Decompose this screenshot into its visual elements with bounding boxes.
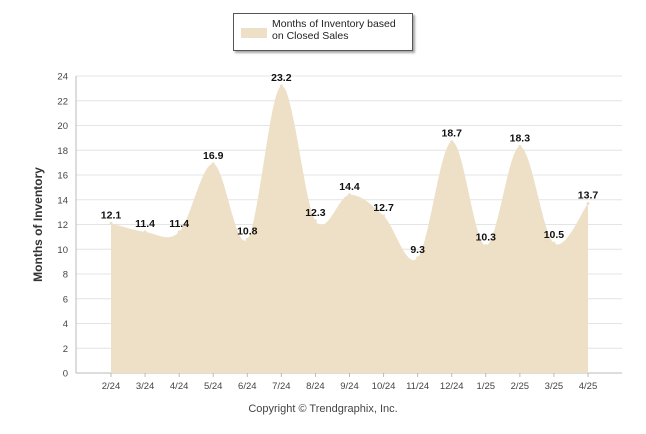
data-point: [279, 84, 283, 88]
x-tick-label: 3/25: [545, 381, 564, 392]
x-tick-label: 5/24: [204, 381, 223, 392]
x-tick-label: 2/25: [511, 381, 530, 392]
data-label: 11.4: [135, 218, 155, 230]
data-point: [348, 193, 351, 197]
x-tick-label: 9/24: [340, 381, 359, 392]
y-tick-label: 2: [63, 344, 68, 355]
data-label: 13.7: [578, 189, 599, 201]
data-point: [586, 201, 590, 205]
data-point: [177, 230, 181, 234]
y-tick-label: 12: [57, 220, 68, 231]
data-label: 18.7: [441, 128, 462, 140]
data-point: [143, 230, 147, 234]
data-point: [109, 221, 113, 225]
data-point: [313, 219, 317, 223]
data-label: 9.3: [410, 244, 425, 256]
x-tick-label: 8/24: [306, 381, 325, 392]
data-label: 23.2: [271, 72, 292, 84]
x-tick-label: 3/24: [136, 381, 155, 392]
x-tick-label: 1/25: [477, 381, 496, 392]
data-label: 10.8: [237, 225, 258, 237]
y-tick-label: 6: [63, 294, 68, 305]
x-tick-label: 2/24: [102, 381, 121, 392]
data-point: [552, 241, 556, 245]
data-label: 10.3: [476, 232, 497, 244]
copyright-text: Copyright © Trendgraphix, Inc.: [248, 403, 398, 415]
x-tick-label: 12/24: [440, 381, 464, 392]
series-area: [111, 85, 588, 373]
x-tick-label: 11/24: [406, 381, 429, 392]
data-point: [382, 214, 386, 218]
data-point: [245, 237, 249, 241]
legend: Months of Inventory based on Closed Sale…: [233, 13, 413, 51]
y-tick-label: 16: [57, 171, 68, 182]
data-point: [484, 244, 488, 248]
data-label: 14.4: [339, 181, 360, 193]
data-point: [211, 162, 215, 166]
data-point: [416, 256, 420, 260]
y-axis-title: Months of Inventory: [31, 167, 45, 282]
data-point: [518, 145, 522, 149]
legend-swatch: [241, 28, 267, 38]
data-label: 11.4: [169, 218, 189, 230]
data-label: 12.7: [373, 202, 394, 214]
y-tick-label: 22: [57, 96, 68, 107]
y-tick-label: 18: [57, 146, 68, 157]
data-label: 12.1: [101, 209, 122, 221]
y-tick-label: 0: [63, 369, 68, 380]
data-label: 12.3: [305, 207, 326, 219]
data-label: 10.5: [544, 229, 565, 241]
data-label: 16.9: [203, 150, 224, 162]
y-tick-label: 14: [57, 195, 68, 206]
y-tick-label: 24: [57, 72, 68, 83]
x-tick-label: 10/24: [372, 381, 396, 392]
y-tick-label: 20: [57, 121, 68, 132]
data-label: 18.3: [510, 133, 531, 145]
legend-label: Months of Inventory based on Closed Sale…: [272, 18, 396, 42]
x-tick-label: 7/24: [272, 381, 291, 392]
x-tick-label: 4/24: [170, 381, 189, 392]
x-tick-label: 6/24: [238, 381, 257, 392]
y-tick-label: 8: [63, 270, 68, 281]
x-tick-label: 4/25: [579, 381, 598, 392]
y-tick-label: 10: [57, 245, 68, 256]
data-point: [450, 140, 454, 144]
y-tick-label: 4: [63, 319, 68, 330]
